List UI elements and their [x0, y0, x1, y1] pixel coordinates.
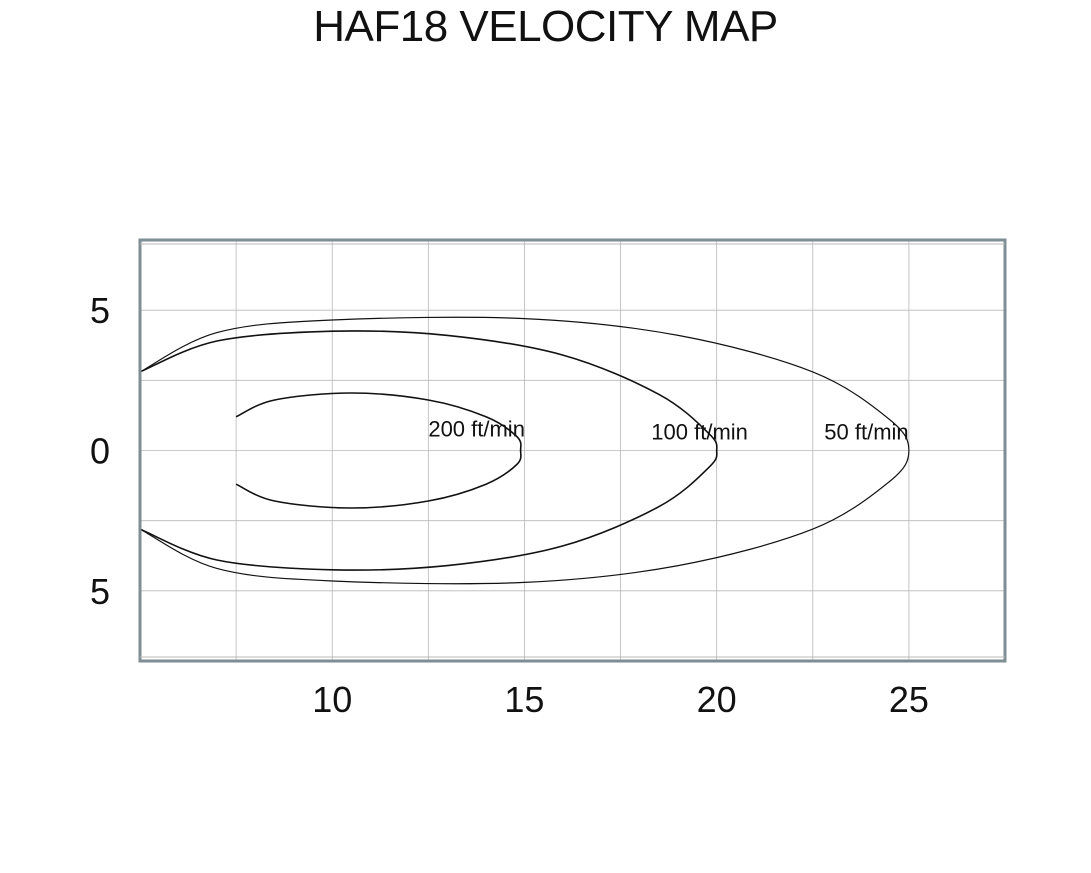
chart-title: HAF18 VELOCITY MAP [313, 2, 778, 51]
contour-200-ft-min [235, 392, 522, 509]
plot-border [138, 238, 1007, 663]
contour-50-ft-min [139, 316, 910, 585]
contour-100-ft-min [139, 330, 718, 571]
x-tick-label: 15 [504, 679, 544, 720]
x-tick-label: 10 [312, 679, 352, 720]
x-tick-label: 25 [889, 679, 929, 720]
y-tick-label: 5 [90, 571, 110, 612]
tick-labels: 10 15 20 25 5 0 5 [90, 290, 929, 720]
y-tick-label: 0 [90, 431, 110, 472]
contour-label-200-ft-min: 200 ft/min [428, 416, 525, 441]
contour-labels: 200 ft/min 100 ft/min 50 ft/min [428, 416, 908, 444]
contour-lines [139, 316, 910, 585]
plot-frame [138, 238, 1007, 663]
y-tick-label: 5 [90, 290, 110, 331]
contour-label-50-ft-min: 50 ft/min [824, 419, 908, 444]
x-tick-label: 20 [697, 679, 737, 720]
grid-lines [140, 240, 1005, 661]
contour-label-100-ft-min: 100 ft/min [651, 419, 748, 444]
